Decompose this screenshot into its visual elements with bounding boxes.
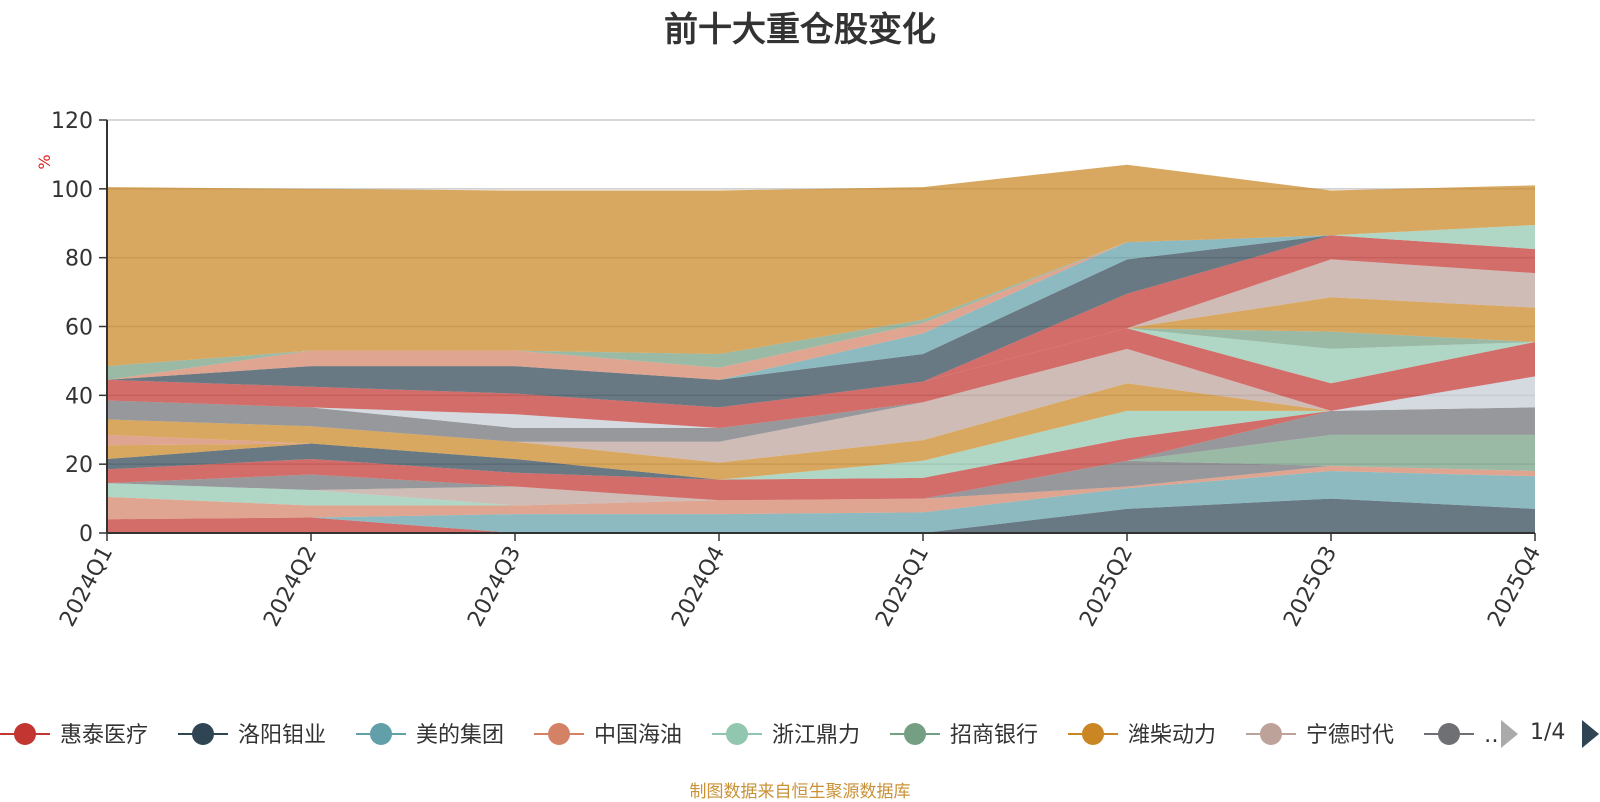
area-s30[interactable] xyxy=(107,224,1535,367)
legend-item[interactable]: 美的集团 xyxy=(356,723,504,748)
legend-marker-icon xyxy=(548,723,570,745)
legend-marker-icon xyxy=(1260,723,1282,745)
legend-marker-icon xyxy=(904,723,926,745)
x-tick-label: 2024Q4 xyxy=(667,542,730,631)
y-tick-label: 120 xyxy=(51,109,93,134)
area-s25[interactable] xyxy=(107,235,1535,408)
area-s24[interactable] xyxy=(107,259,1535,408)
legend-item[interactable]: 潍柴动力 xyxy=(1068,723,1216,748)
legend-marker-icon xyxy=(192,723,214,745)
area-s2[interactable] xyxy=(107,498,1535,533)
legend-label: 惠泰医疗 xyxy=(60,723,148,748)
area-s4[interactable] xyxy=(107,465,1535,520)
legend-marker-icon xyxy=(1438,723,1460,745)
y-tick-label: 100 xyxy=(51,178,93,203)
area-layer xyxy=(107,164,1535,533)
legend-marker-icon xyxy=(14,723,36,745)
x-tick-label: 2024Q1 xyxy=(55,542,118,631)
area-s5[interactable] xyxy=(107,465,1535,506)
legend-layer: 惠泰医疗 洛阳钼业 美的集团 中国海油 浙江鼎力 招商银行 潍柴动力 宁德时代 … xyxy=(0,720,1599,748)
x-tick-label: 2024Q2 xyxy=(259,542,322,631)
legend-label: … xyxy=(1484,723,1506,748)
legend-item[interactable]: 中国海油 xyxy=(534,723,682,748)
source-note: 制图数据来自恒生聚源数据库 xyxy=(689,782,911,802)
y-tick-label: 0 xyxy=(79,522,93,547)
legend-label: 宁德时代 xyxy=(1306,723,1394,748)
area-s26[interactable] xyxy=(107,235,1535,408)
y-tick-label: 80 xyxy=(65,247,93,272)
legend-item[interactable]: 洛阳钼业 xyxy=(178,723,326,748)
area-s23[interactable] xyxy=(107,297,1535,408)
legend-item[interactable]: 招商银行 xyxy=(890,723,1038,748)
area-s28[interactable] xyxy=(107,235,1535,380)
legend-label: 浙江鼎力 xyxy=(772,723,860,748)
y-axis-label: % xyxy=(35,154,54,169)
x-tick-label: 2025Q4 xyxy=(1483,542,1546,631)
legend-page-indicator: 1/4 xyxy=(1530,720,1566,745)
area-s31[interactable] xyxy=(107,164,1535,367)
area-s8[interactable] xyxy=(107,434,1535,501)
area-s11[interactable] xyxy=(107,407,1535,480)
legend-label: 中国海油 xyxy=(594,723,682,748)
x-tick-label: 2025Q3 xyxy=(1279,542,1342,631)
x-tick-label: 2025Q1 xyxy=(871,542,934,631)
legend-item[interactable]: 浙江鼎力 xyxy=(712,723,860,748)
area-s20[interactable] xyxy=(107,328,1535,429)
legend-next-icon[interactable] xyxy=(1582,720,1599,748)
x-tick-label: 2024Q3 xyxy=(463,542,526,631)
legend-label: 洛阳钼业 xyxy=(238,723,326,748)
legend-marker-icon xyxy=(370,723,392,745)
legend-prev-icon[interactable] xyxy=(1501,720,1518,748)
legend-label: 招商银行 xyxy=(950,723,1038,748)
area-s17[interactable] xyxy=(107,348,1535,463)
y-tick-label: 60 xyxy=(65,316,93,341)
legend-marker-icon xyxy=(726,723,748,745)
legend-label: 美的集团 xyxy=(416,723,504,748)
area-s9[interactable] xyxy=(107,407,1535,501)
y-tick-label: 20 xyxy=(65,453,93,478)
legend-item[interactable]: 宁德时代 xyxy=(1246,723,1394,748)
chart-title: 前十大重仓股变化 xyxy=(664,10,936,50)
legend-item[interactable]: 惠泰医疗 xyxy=(0,723,148,748)
legend-marker-icon xyxy=(1082,723,1104,745)
y-tick-label: 40 xyxy=(65,384,93,409)
area-s16[interactable] xyxy=(107,383,1535,480)
area-s7[interactable] xyxy=(107,460,1535,501)
area-s3[interactable] xyxy=(107,471,1535,533)
area-s1[interactable] xyxy=(107,517,1535,533)
x-tick-label: 2025Q2 xyxy=(1075,542,1138,631)
area-s22[interactable] xyxy=(107,328,1535,408)
area-s14[interactable] xyxy=(107,407,1535,480)
legend-item[interactable]: … xyxy=(1424,723,1506,748)
legend-label: 潍柴动力 xyxy=(1128,723,1216,748)
area-s6[interactable] xyxy=(107,465,1535,506)
area-s10[interactable] xyxy=(107,407,1535,501)
